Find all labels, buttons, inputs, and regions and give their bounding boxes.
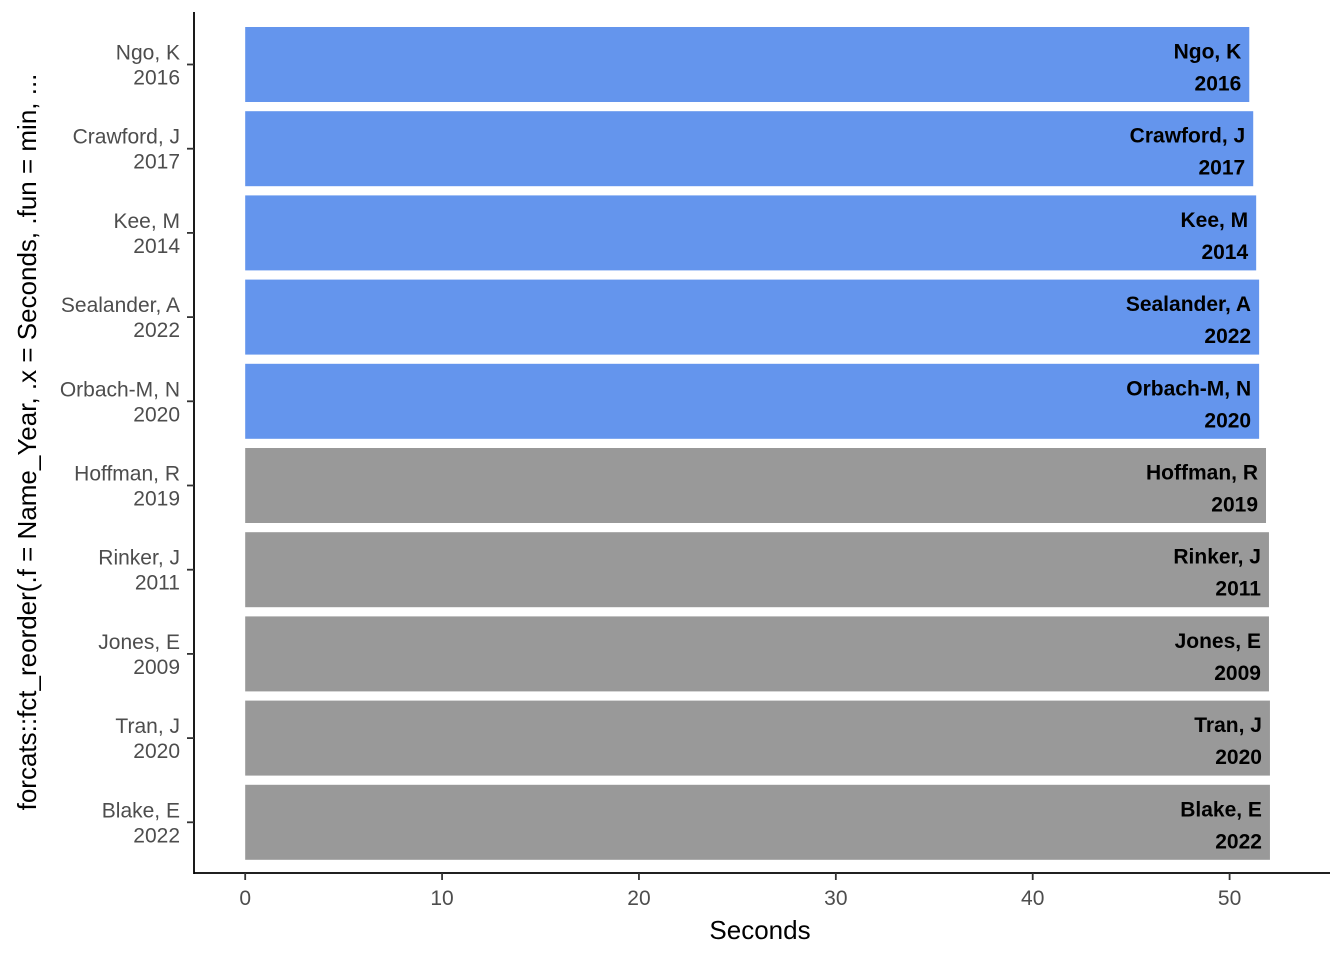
- bar-label-year: 2020: [1215, 746, 1262, 769]
- y-tick-label-name: Jones, E: [98, 631, 180, 654]
- y-tick-label-name: Kee, M: [113, 210, 180, 233]
- bar-labels-layer: Ngo, K 2016 Crawford, J 2017 Kee, M 2014 Seala…: [1126, 41, 1262, 854]
- bar-label-name: Kee, M: [1180, 209, 1248, 232]
- y-tick-label-name: Orbach-M, N: [60, 378, 180, 401]
- bar: [245, 195, 1257, 271]
- y-tick-label-name: Rinker, J: [98, 547, 180, 570]
- y-tick-label-year: 2019: [133, 488, 180, 511]
- bar-label-year: 2011: [1215, 578, 1261, 601]
- bar-label-name: Blake, E: [1180, 798, 1262, 821]
- y-tick-label-name: Tran, J: [115, 715, 180, 738]
- bar-label-name: Jones, E: [1175, 630, 1261, 653]
- bar: [245, 700, 1270, 776]
- bar: [245, 532, 1269, 608]
- bar-label-year: 2009: [1214, 662, 1261, 685]
- y-tick-label-year: 2022: [133, 824, 180, 847]
- y-tick-label-year: 2022: [133, 319, 180, 342]
- bar-label-year: 2022: [1215, 830, 1262, 853]
- bar-label-year: 2016: [1195, 73, 1242, 96]
- y-axis-title: forcats::fct_reorder(.f = Name_Year, .x …: [12, 74, 42, 811]
- bars-layer: [245, 27, 1270, 860]
- y-tick-label-name: Ngo, K: [116, 42, 180, 65]
- bar-label-name: Hoffman, R: [1146, 462, 1258, 485]
- y-tick-label-year: 2014: [133, 235, 180, 258]
- y-tick-label-name: Crawford, J: [73, 126, 180, 149]
- bar-label-year: 2022: [1204, 325, 1251, 348]
- bar: [245, 616, 1269, 692]
- bar: [245, 111, 1254, 187]
- y-tick-label-year: 2020: [133, 740, 180, 763]
- bar: [245, 279, 1260, 355]
- y-tick-label-name: Blake, E: [102, 799, 180, 822]
- x-tick-label: 50: [1218, 887, 1241, 910]
- bar-label-year: 2019: [1211, 494, 1258, 517]
- bar-label-year: 2017: [1198, 157, 1245, 180]
- y-tick-label-year: 2009: [133, 656, 180, 679]
- x-axis-title: Seconds: [709, 915, 810, 945]
- bar-label-name: Tran, J: [1194, 714, 1262, 737]
- x-ticks-layer: 0 10 20 30 40 50: [239, 873, 1241, 910]
- x-tick-label: 30: [824, 887, 847, 910]
- bar: [245, 448, 1267, 523]
- bar-label-year: 2014: [1201, 241, 1248, 264]
- y-tick-label-name: Hoffman, R: [74, 463, 180, 486]
- bar-label-name: Ngo, K: [1174, 41, 1242, 64]
- x-tick-label: 0: [239, 887, 251, 910]
- y-tick-label-year: 2016: [133, 67, 180, 90]
- bar-label-name: Sealander, A: [1126, 293, 1251, 316]
- bar-label-name: Rinker, J: [1173, 546, 1261, 569]
- x-tick-label: 10: [430, 887, 453, 910]
- y-tick-label-year: 2011: [135, 572, 180, 595]
- bar: [245, 27, 1250, 102]
- x-tick-label: 20: [627, 887, 650, 910]
- y-tick-label-year: 2017: [133, 151, 180, 174]
- bar: [245, 784, 1270, 860]
- bar-label-name: Crawford, J: [1130, 125, 1246, 148]
- y-tick-label-year: 2020: [133, 403, 180, 426]
- x-tick-label: 40: [1021, 887, 1044, 910]
- y-tick-label-name: Sealander, A: [61, 294, 180, 317]
- bar-label-name: Orbach-M, N: [1126, 377, 1251, 400]
- bar-label-year: 2020: [1204, 409, 1251, 432]
- bar: [245, 363, 1260, 439]
